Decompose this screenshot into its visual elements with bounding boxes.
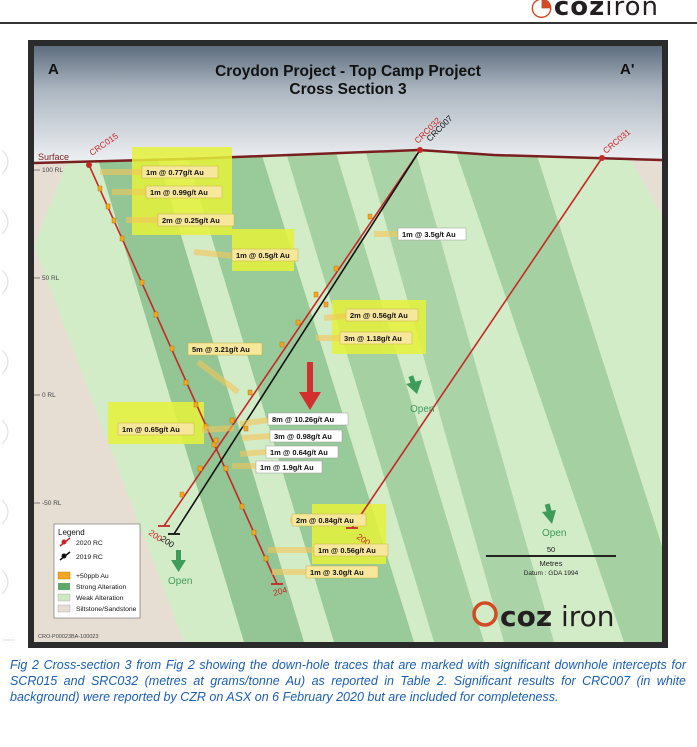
intercept-box-14 <box>313 543 389 557</box>
strong-alteration-band-1 <box>94 150 304 642</box>
scale-unit: Metres <box>540 559 563 568</box>
intercept-box-4 <box>397 227 467 241</box>
header-rule <box>0 22 697 24</box>
intercept-box-3 <box>231 248 299 262</box>
intercept-box-6 <box>339 331 413 345</box>
figure-caption: Fig 2 Cross-section 3 from Fig 2 showing… <box>10 658 686 704</box>
logo-swirl-icon: ◔ <box>530 0 554 22</box>
intercept-label-14: 1m @ 0.56g/t Au <box>318 546 376 555</box>
highlight-box-0-56 <box>332 300 426 354</box>
reference-code: CRO-P00023BA-100023 <box>38 634 99 640</box>
section-end-a: A <box>48 61 59 78</box>
intercept-box-5 <box>345 308 419 322</box>
intercept-box-11 <box>265 445 339 459</box>
scale-value: 50 <box>547 545 555 554</box>
drillhole-crc031 <box>351 157 603 529</box>
intercept-label-12: 1m @ 1.9g/t Au <box>260 463 314 472</box>
legend-item-strong-alteration: Strong Alteration <box>76 584 126 591</box>
intercept-label-0: 1m @ 0.77g/t Au <box>146 168 204 177</box>
open-arrow-icon-1 <box>406 375 422 394</box>
logo-text-iron-lower: iron <box>561 600 615 633</box>
intercept-box-8 <box>117 422 195 436</box>
intercept-box-2 <box>157 213 235 227</box>
legend-item-host-rock: Siltstone/Sandstone <box>76 606 137 613</box>
intercept-label-3: 1m @ 0.5g/t Au <box>236 251 290 260</box>
logo-text-coz: coz <box>553 0 606 22</box>
intercept-label-9: 8m @ 10.26g/t Au <box>272 415 334 424</box>
side-watermark <box>1 149 15 641</box>
intercept-label-2: 2m @ 0.25g/t Au <box>162 216 220 225</box>
sky-background <box>34 46 662 166</box>
intercept-label-11: 1m @ 0.64g/t Au <box>270 448 328 457</box>
drillhole-crc007 <box>173 149 421 535</box>
legend-item-anomaly: +50ppb Au <box>76 573 109 580</box>
intercept-label-4: 1m @ 3.5g/t Au <box>402 230 456 239</box>
open-label-2: Open <box>542 528 566 539</box>
intercept-box-12 <box>255 460 323 474</box>
rl-label-50: 50 RL <box>42 275 60 282</box>
intercept-box-10 <box>269 429 343 443</box>
logo-text-iron: iron <box>605 0 659 22</box>
legend-item-weak-alteration: Weak Alteration <box>76 595 124 602</box>
intercept-label-1: 1m @ 0.99g/t Au <box>150 188 208 197</box>
rl-label-0: 0 RL <box>42 392 56 399</box>
collar-crc032 <box>417 147 423 153</box>
open-arrow-icon-2 <box>542 503 556 524</box>
surface-label: Surface <box>38 152 69 162</box>
strong-alteration-band-4 <box>364 150 554 642</box>
intercept-box-9 <box>267 412 349 426</box>
cross-section-diagram: Surface 100 RL 50 RL 0 RL -50 RL Croydon… <box>34 46 662 642</box>
target-arrow-icon <box>299 362 321 410</box>
scale-datum: Datum : GDA 1994 <box>524 570 579 577</box>
open-label-1: Open <box>410 404 434 415</box>
drillhole-crc032 <box>163 149 421 527</box>
rl-label-100: 100 RL <box>42 167 63 174</box>
intercept-label-7: 5m @ 3.21g/t Au <box>192 345 250 354</box>
rl-label-minus-50: -50 RL <box>42 500 62 507</box>
scale-bar: 50 Metres Datum : GDA 1994 <box>486 545 616 577</box>
collar-crc031 <box>599 155 605 161</box>
open-label-3: Open <box>168 576 192 587</box>
company-logo: coz iron <box>472 600 615 633</box>
legend-title: Legend <box>58 528 85 537</box>
intercept-label-10: 3m @ 0.98g/t Au <box>274 432 332 441</box>
diagram-title: Croydon Project - Top Camp Project <box>215 63 481 80</box>
drillhole-crc015 <box>88 164 278 585</box>
intercept-label-8: 1m @ 0.65g/t Au <box>122 425 180 434</box>
strong-alteration-band-5 <box>454 150 662 642</box>
intercept-label-15: 1m @ 3.0g/t Au <box>310 568 364 577</box>
diagram-subtitle: Cross Section 3 <box>289 81 407 98</box>
legend-item-2019-rc: 2019 RC <box>76 554 103 561</box>
logo-swirl-icon-lower <box>472 601 498 627</box>
collar-crc015 <box>86 162 92 168</box>
intercept-box-13 <box>291 513 367 527</box>
logo-text-coz-lower: coz <box>500 600 552 633</box>
intercept-box-7 <box>187 342 263 356</box>
intercept-label-6: 3m @ 1.18g/t Au <box>344 334 402 343</box>
intercept-box-1 <box>145 185 223 199</box>
anomaly-markers <box>97 185 373 562</box>
legend: Legend 2020 RC 2019 RC +50ppb Au Strong … <box>53 523 141 619</box>
intercept-box-15 <box>305 565 379 579</box>
legend-item-2020-rc: 2020 RC <box>76 540 103 547</box>
depth-label-crc015: 204 <box>272 585 289 598</box>
intercept-label-5: 2m @ 0.56g/t Au <box>350 311 408 320</box>
header-logo: ◔coziron <box>530 0 659 22</box>
intercept-box-0 <box>141 165 219 179</box>
open-arrow-icon-3 <box>171 550 186 572</box>
intercept-label-13: 2m @ 0.84g/t Au <box>296 516 354 525</box>
section-end-a-prime: A' <box>620 61 634 78</box>
